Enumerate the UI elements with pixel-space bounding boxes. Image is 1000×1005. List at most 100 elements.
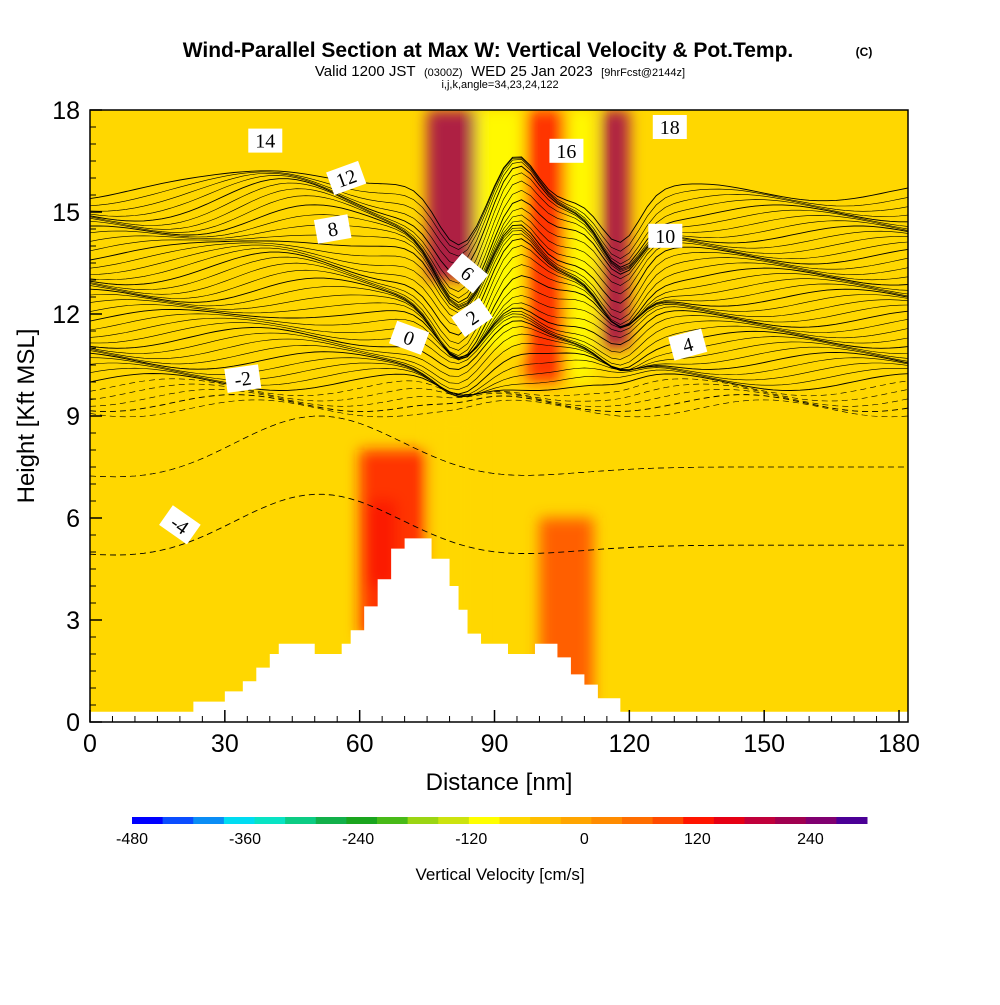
velocity-cell [602,110,630,348]
contour-label-text: 10 [655,226,675,248]
colorbar-swatch [315,817,347,824]
y-tick-label: 9 [66,403,80,431]
contour-line [90,189,908,299]
contour-label-box [652,115,687,139]
contour-line [90,316,908,366]
contour-label-box [668,328,708,361]
contour-line [90,302,908,359]
colorbar-tick-label: -240 [342,831,374,848]
colorbar-swatch [744,817,776,824]
contour-label: 2 [451,297,493,337]
subtitle-zulu: (0300Z) [424,67,463,79]
contour-label-text: 8 [326,218,340,241]
x-axis: 0 30 60 90 120 150 180 [83,710,920,758]
contour-label-box [224,364,262,393]
contour-line [90,157,908,252]
contour-line [90,378,908,397]
contour-label: 6 [446,253,489,294]
contour-line [90,214,908,307]
colorbar-swatch [560,817,592,824]
x-tick-label: 30 [211,730,239,758]
contour-line [90,285,908,361]
contour-line [90,394,908,413]
contour-label-box [248,128,283,153]
colorbar-swatch [132,817,164,824]
contour-line [90,165,908,275]
contour-line [90,383,908,402]
contour-line [90,156,908,246]
plot-area [90,110,908,722]
contour-label: -4 [159,505,201,545]
contour-line [90,351,908,395]
pot-temp-contours [90,156,908,556]
contour-label-text: -2 [233,368,253,392]
colorbar-swatch [591,817,623,824]
contour-line [90,388,908,407]
contour-line [90,230,908,321]
contour-line [90,399,908,418]
colorbar-swatch [805,817,837,824]
colorbar-swatch [162,817,194,824]
contour-label: -2 [224,364,262,393]
terrain [90,538,908,722]
colorbar-swatch [468,817,500,824]
contour-line [90,343,908,390]
y-tick-label: 15 [52,199,80,227]
colorbar-swatch [683,817,715,824]
x-axis-label: Distance [nm] [426,769,573,796]
y-tick-label: 6 [66,505,80,533]
contour-label-text: 14 [255,131,275,153]
title-mark: (C) [856,45,873,59]
y-tick-label: 18 [52,97,80,125]
chart-title: Wind-Parallel Section at Max W: Vertical… [183,39,794,62]
contour-label: 0 [389,320,430,355]
contour-label-text: 18 [660,117,680,139]
colorbar-swatch [652,817,684,824]
colorbar-swatch [836,817,868,824]
colorbar-swatch [622,817,654,824]
y-tick-label: 0 [66,709,80,737]
x-tick-label: 150 [743,730,785,758]
colorbar-tick-label: 240 [797,831,824,848]
contour-line [90,233,908,327]
contour-line [90,264,908,356]
contour-label-box [648,223,683,248]
contour-line [90,227,908,314]
contour-label: 8 [313,214,352,244]
contour-label-text: 16 [556,141,576,163]
contour-line [90,313,908,360]
contour-line [90,199,908,304]
colorbar-swatch [377,817,409,824]
x-tick-label: 60 [346,730,374,758]
contour-line [90,275,908,360]
colorbar-swatch [438,817,470,824]
contour-line [90,245,908,345]
y-tick-label: 3 [66,607,80,635]
contour-label-box [451,297,493,337]
subtitle-date: WED 25 Jan 2023 [471,63,593,80]
contour-line [90,224,908,311]
contour-line [90,294,908,361]
contour-label: 10 [648,223,683,248]
contour-line [90,307,908,358]
x-tick-label: 120 [608,730,650,758]
colorbar-swatch [285,817,317,824]
colorbar-title: Vertical Velocity [cm/s] [415,865,584,884]
colorbar-swatch [407,817,439,824]
x-tick-label: 90 [481,730,509,758]
colorbar-swatch [346,817,378,824]
chart-subtitle: Valid 1200 JST (0300Z) WED 25 Jan 2023 [… [315,63,685,80]
contour-label-box [159,505,201,545]
colorbar-swatch [530,817,562,824]
colorbar-swatch [193,817,225,824]
colorbar-tick-label: 120 [684,831,711,848]
colorbar-tick-label: 0 [580,831,589,848]
contour-line [90,326,908,377]
colorbar-swatch [499,817,531,824]
contour-line [90,220,908,308]
contour-line [90,180,908,292]
colorbar-tick-label: -360 [229,831,261,848]
contour-label: 4 [668,328,708,361]
